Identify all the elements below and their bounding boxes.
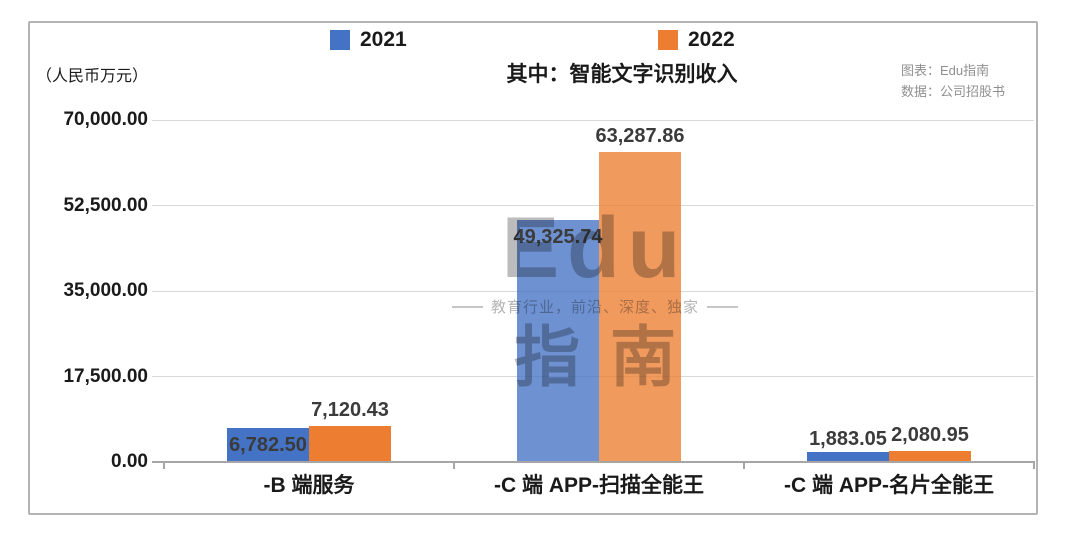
legend-label-2022: 2022	[688, 28, 735, 51]
bar-2021--C 端 APP-扫描全能王	[517, 220, 599, 461]
chart-title: 其中：智能文字识别收入	[506, 63, 738, 86]
category-label: -B 端服务	[263, 474, 355, 497]
x-axis-tick	[1033, 461, 1035, 469]
y-tick-label: 35,000.00	[63, 280, 148, 301]
bar-2021--C 端 APP-名片全能王	[807, 452, 889, 461]
source-block: 图表：Edu指南 数据：公司招股书	[901, 60, 1041, 102]
bar-value-label: 49,325.74	[513, 226, 603, 248]
y-axis-unit-label: （人民币万元）	[36, 68, 149, 85]
legend-item-2021: 2021	[330, 28, 407, 52]
bar-value-label: 7,120.43	[311, 399, 389, 421]
category-label: -C 端 APP-扫描全能王	[494, 474, 704, 497]
legend-label-2021: 2021	[360, 28, 407, 51]
bar-2022--B 端服务	[309, 426, 391, 461]
legend-item-2022: 2022	[658, 28, 735, 52]
data-credit: 数据：公司招股书	[901, 84, 1006, 99]
gridline-52,500.00	[152, 205, 1034, 206]
category-label: -C 端 APP-名片全能王	[784, 474, 994, 497]
bar-2022--C 端 APP-名片全能王	[889, 451, 971, 461]
x-axis-tick	[743, 461, 745, 469]
y-tick-label: 70,000.00	[63, 109, 148, 130]
x-axis-tick	[453, 461, 455, 469]
bar-2022--C 端 APP-扫描全能王	[599, 152, 681, 461]
bar-value-label: 1,883.05	[809, 428, 887, 450]
y-tick-label: 17,500.00	[63, 365, 148, 387]
bar-value-label: 6,782.50	[229, 434, 307, 456]
legend-swatch-2022-icon	[658, 30, 678, 50]
y-tick-label: 0.00	[111, 451, 148, 472]
bar-value-label: 63,287.86	[595, 125, 685, 147]
bar-2021--B 端服务	[227, 428, 309, 461]
legend-swatch-2021-icon	[330, 30, 350, 50]
bar-value-label: 2,080.95	[891, 424, 969, 446]
x-axis-line	[152, 461, 1034, 463]
gridline-70,000.00	[152, 119, 1034, 121]
x-axis-tick	[163, 461, 165, 469]
chart-credit: 图表：Edu指南	[901, 63, 990, 78]
y-tick-label: 52,500.00	[63, 194, 148, 216]
